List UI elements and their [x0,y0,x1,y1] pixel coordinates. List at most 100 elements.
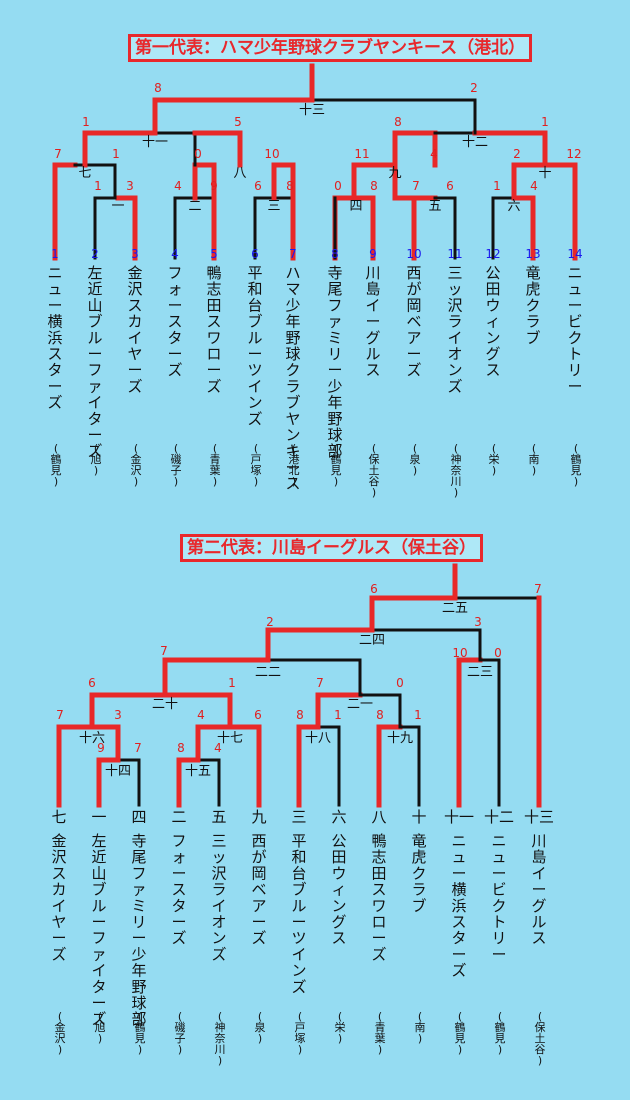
bottom-team-label: 十二 [484,808,514,826]
top-team-name: ニュー横浜スターズ [47,264,62,412]
bottom-score: 10 [452,646,467,660]
top-score: 0 [334,179,342,193]
bottom-team-name: 川島イーグルス [531,832,546,947]
top-win-line [192,162,217,201]
bottom-match-number: 十七 [217,731,243,746]
top-team-name: 左近山ブルーファイターズ [87,264,102,460]
bottom-team-name: 竜虎クラブ [411,832,426,915]
top-win-line [392,130,438,168]
bottom-team-name: 三ッ沢ライオンズ [211,832,226,963]
top-team-name: 公田ウィングス [485,264,500,379]
bottom-team-label: 十 [411,808,426,826]
bot-win-line [162,657,271,698]
bottom-team-name: ニュービクトリー [491,832,506,963]
bottom-score: 3 [114,708,122,722]
top-match-number: 二 [188,199,201,214]
top-team-seed: 9 [369,247,377,261]
top-team-seed: 12 [485,247,500,261]
bottom-team-name: 金沢スカイヤーズ [51,832,66,963]
bot-line [196,758,221,807]
top-score: 6 [254,179,262,193]
bottom-team-region: (旭) [95,1010,106,1045]
top-match-number: 七 [78,166,91,181]
bot-win-line [176,757,201,808]
top-team-seed: 6 [251,247,259,261]
top-win-line [472,130,548,168]
bottom-match-number: 十五 [185,764,211,779]
top-team-name: 川島イーグルス [365,264,380,379]
first-representative-title: 第一代表：ハマ少年野球クラブヤンキース（港北） [128,34,533,62]
bottom-match-number: 二三 [467,665,493,680]
bottom-team-label: 七 [51,808,66,826]
top-team-region: (南) [529,442,540,477]
top-line [491,196,516,260]
bottom-score: 6 [370,582,378,596]
bottom-match-number: 二四 [359,633,385,648]
bottom-team-region: (南) [415,1010,426,1045]
top-score: 1 [493,179,501,193]
top-win-line [52,162,78,261]
bot-win-line [376,724,403,808]
bottom-score: 8 [177,741,185,755]
top-team-region: (泉) [410,442,421,477]
bottom-team-label: 十三 [524,808,554,826]
top-score: 8 [394,115,402,129]
bottom-score: 7 [56,708,64,722]
bottom-team-name: 左近山ブルーファイターズ [91,832,106,1028]
top-team-region: (神奈川) [451,442,462,499]
top-score: 11 [354,147,369,161]
top-team-seed: 4 [171,247,179,261]
top-match-number: 十 [538,166,551,181]
top-win-line [192,130,243,168]
bottom-team-label: 一 [91,808,106,826]
top-team-seed: 1 [51,247,59,261]
bottom-team-label: 二 [171,808,186,826]
top-team-seed: 11 [447,247,462,261]
bot-line [398,725,421,807]
top-team-region: (保土谷) [369,442,380,499]
bottom-score: 1 [228,676,236,690]
top-score: 8 [370,179,378,193]
top-line [238,98,477,135]
top-team-name: 鴨志田スワローズ [206,264,221,395]
top-team-seed: 7 [289,247,297,261]
top-line [433,196,457,260]
bottom-team-region: (泉) [255,1010,266,1045]
bottom-score: 6 [254,708,262,722]
top-team-region: (鶴見) [571,442,582,488]
top-match-number: 十一 [142,135,168,150]
top-score: 6 [446,179,454,193]
top-team-seed: 10 [406,247,421,261]
top-win-line [152,63,315,103]
bottom-team-region: (金沢) [55,1010,66,1056]
top-win-line [152,97,243,136]
bottom-score: 4 [214,741,222,755]
top-team-region: (旭) [91,442,102,477]
top-match-number: 十二 [462,135,488,150]
bottom-score: 8 [296,708,304,722]
top-score: 7 [412,179,420,193]
top-match-number: 六 [507,199,520,214]
bot-line [358,693,402,729]
bottom-match-number: 十六 [79,731,105,746]
top-team-name: フォースターズ [167,264,182,379]
top-team-seed: 13 [525,247,540,261]
bottom-score: 7 [316,676,324,690]
top-match-number: 八 [233,166,246,181]
bottom-match-number: 十四 [105,764,131,779]
top-score: 3 [126,179,134,193]
bottom-score: 1 [414,708,422,722]
top-line [253,196,295,260]
top-match-number: 一 [111,199,124,214]
bottom-team-label: 三 [291,808,306,826]
top-score: 8 [154,81,162,95]
bottom-score: 7 [134,741,142,755]
top-team-region: (金沢) [131,442,142,488]
bottom-score: 6 [88,676,96,690]
bottom-score: 9 [97,741,105,755]
top-win-line [511,195,536,261]
bottom-team-region: (鶴見) [495,1010,506,1056]
top-team-region: (戸塚) [251,442,262,488]
bottom-team-name: 鴨志田スワローズ [371,832,386,963]
top-win-line [271,162,296,261]
